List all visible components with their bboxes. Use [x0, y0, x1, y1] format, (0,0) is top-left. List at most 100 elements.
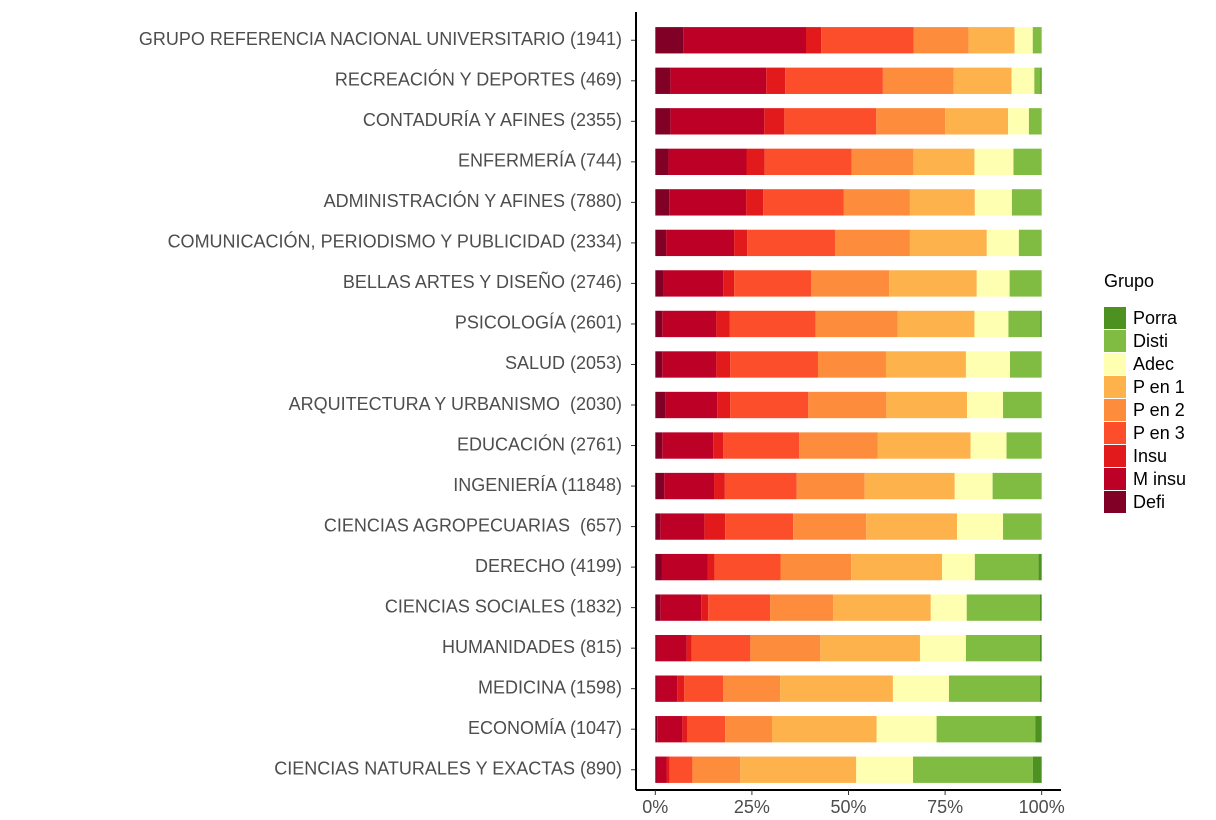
y-tick-label: RECREACIÓN Y DEPORTES (469)	[335, 69, 622, 90]
bar-segment	[885, 351, 966, 378]
legend-label: Porra	[1133, 308, 1178, 328]
bar-segment	[704, 513, 726, 540]
legend-label: P en 2	[1133, 400, 1185, 420]
bar-segment	[723, 675, 781, 702]
bar-segment	[1011, 67, 1035, 94]
bar-segment	[655, 432, 663, 459]
x-tick-label: 25%	[734, 797, 770, 817]
bar-segment	[1014, 27, 1033, 54]
bar-segment	[1006, 432, 1042, 459]
legend-label: Adec	[1133, 354, 1174, 374]
bar-segment	[1040, 310, 1042, 338]
bar-segment	[876, 108, 946, 135]
bar-segment	[665, 391, 718, 419]
bar-segment	[793, 513, 867, 540]
bar-segment	[655, 27, 684, 54]
bar-segment	[1032, 27, 1042, 54]
bar-segment	[655, 148, 669, 176]
y-tick-label: CIENCIAS NATURALES Y EXACTAS (890)	[274, 758, 622, 778]
bar-segment	[1008, 310, 1041, 338]
bar-segment	[724, 472, 797, 500]
y-tick-label: EDUCACIÓN (2761)	[457, 433, 622, 454]
bar-segment	[968, 27, 1015, 54]
legend-key	[1104, 468, 1126, 490]
bar-segment	[723, 432, 800, 459]
y-tick-label: SALUD (2053)	[505, 353, 622, 373]
bar-segment	[889, 270, 977, 297]
bar-segment	[734, 270, 812, 297]
bar-segment	[1003, 391, 1042, 419]
bar-segment	[970, 432, 1007, 459]
bar-segment	[833, 594, 931, 621]
bar-segment	[897, 310, 975, 338]
bar-segment	[948, 675, 1040, 702]
bar-segment	[909, 189, 975, 216]
legend-key	[1104, 422, 1126, 444]
y-tick-label: ARQUITECTURA Y URBANISMO (2030)	[289, 394, 622, 414]
bar-segment	[966, 594, 1040, 621]
bar-segment	[717, 391, 731, 419]
bar-segment	[669, 189, 747, 216]
bar-segment	[664, 472, 715, 500]
bar-segment	[747, 229, 835, 257]
bar-segment	[1035, 716, 1042, 743]
bar-segment	[785, 67, 883, 94]
bar-segment	[876, 716, 937, 743]
bar-segment	[811, 270, 890, 297]
bar-segment	[666, 756, 670, 783]
bar-segment	[692, 756, 741, 783]
bar-segment	[1011, 189, 1042, 216]
bar-segment	[655, 675, 657, 702]
y-tick-label: CONTADURÍA Y AFINES (2355)	[363, 110, 622, 130]
legend-label: Defi	[1133, 492, 1165, 512]
bar-segment	[662, 351, 717, 378]
bar-segment	[796, 472, 865, 500]
bar-segment	[655, 351, 663, 378]
bar-segment	[677, 675, 685, 702]
bar-segment	[936, 716, 1036, 743]
bar-segment	[976, 270, 1010, 297]
legend-key	[1104, 445, 1126, 467]
bar-segment	[909, 229, 987, 257]
bar-segment	[965, 351, 1010, 378]
y-tick-label: ADMINISTRACIÓN Y AFINES (7880)	[324, 190, 622, 211]
bar-segment	[974, 310, 1009, 338]
bar-segment	[714, 472, 725, 500]
bar-segment	[764, 108, 785, 135]
bar-segment	[655, 756, 657, 783]
bar-segment	[746, 189, 764, 216]
bar-segment	[714, 553, 781, 581]
y-tick-label: INGENIERÍA (11848)	[453, 475, 622, 495]
bar-segment	[886, 391, 968, 419]
x-tick-label: 0%	[642, 797, 668, 817]
bar-segment	[655, 391, 666, 419]
bar-segment	[740, 756, 857, 783]
x-tick-label: 100%	[1019, 797, 1065, 817]
bar-segment	[655, 189, 670, 216]
bar-segment	[660, 513, 705, 540]
bar-segment	[815, 310, 898, 338]
bar-segment	[656, 634, 687, 662]
legend-label: M insu	[1133, 469, 1186, 489]
legend-key	[1104, 330, 1126, 352]
bar-segment	[953, 67, 1012, 94]
bar-segment	[957, 513, 1004, 540]
bar-segment	[930, 594, 967, 621]
bar-segment	[974, 189, 1012, 216]
bar-segment	[656, 756, 667, 783]
bar-segment	[666, 229, 735, 257]
bar-segment	[965, 634, 1040, 662]
bar-segment	[662, 432, 714, 459]
bar-segment	[851, 553, 942, 581]
bar-segment	[701, 594, 709, 621]
bar-segment	[1039, 594, 1042, 621]
legend-label: P en 3	[1133, 423, 1185, 443]
bar-segment	[655, 553, 662, 581]
y-tick-label: ENFERMERÍA (744)	[458, 151, 622, 171]
bar-segment	[986, 229, 1019, 257]
y-tick-label: CIENCIAS SOCIALES (1832)	[385, 596, 622, 616]
bar-segment	[730, 351, 818, 378]
bar-segment	[967, 391, 1004, 419]
bar-segment	[856, 756, 914, 783]
